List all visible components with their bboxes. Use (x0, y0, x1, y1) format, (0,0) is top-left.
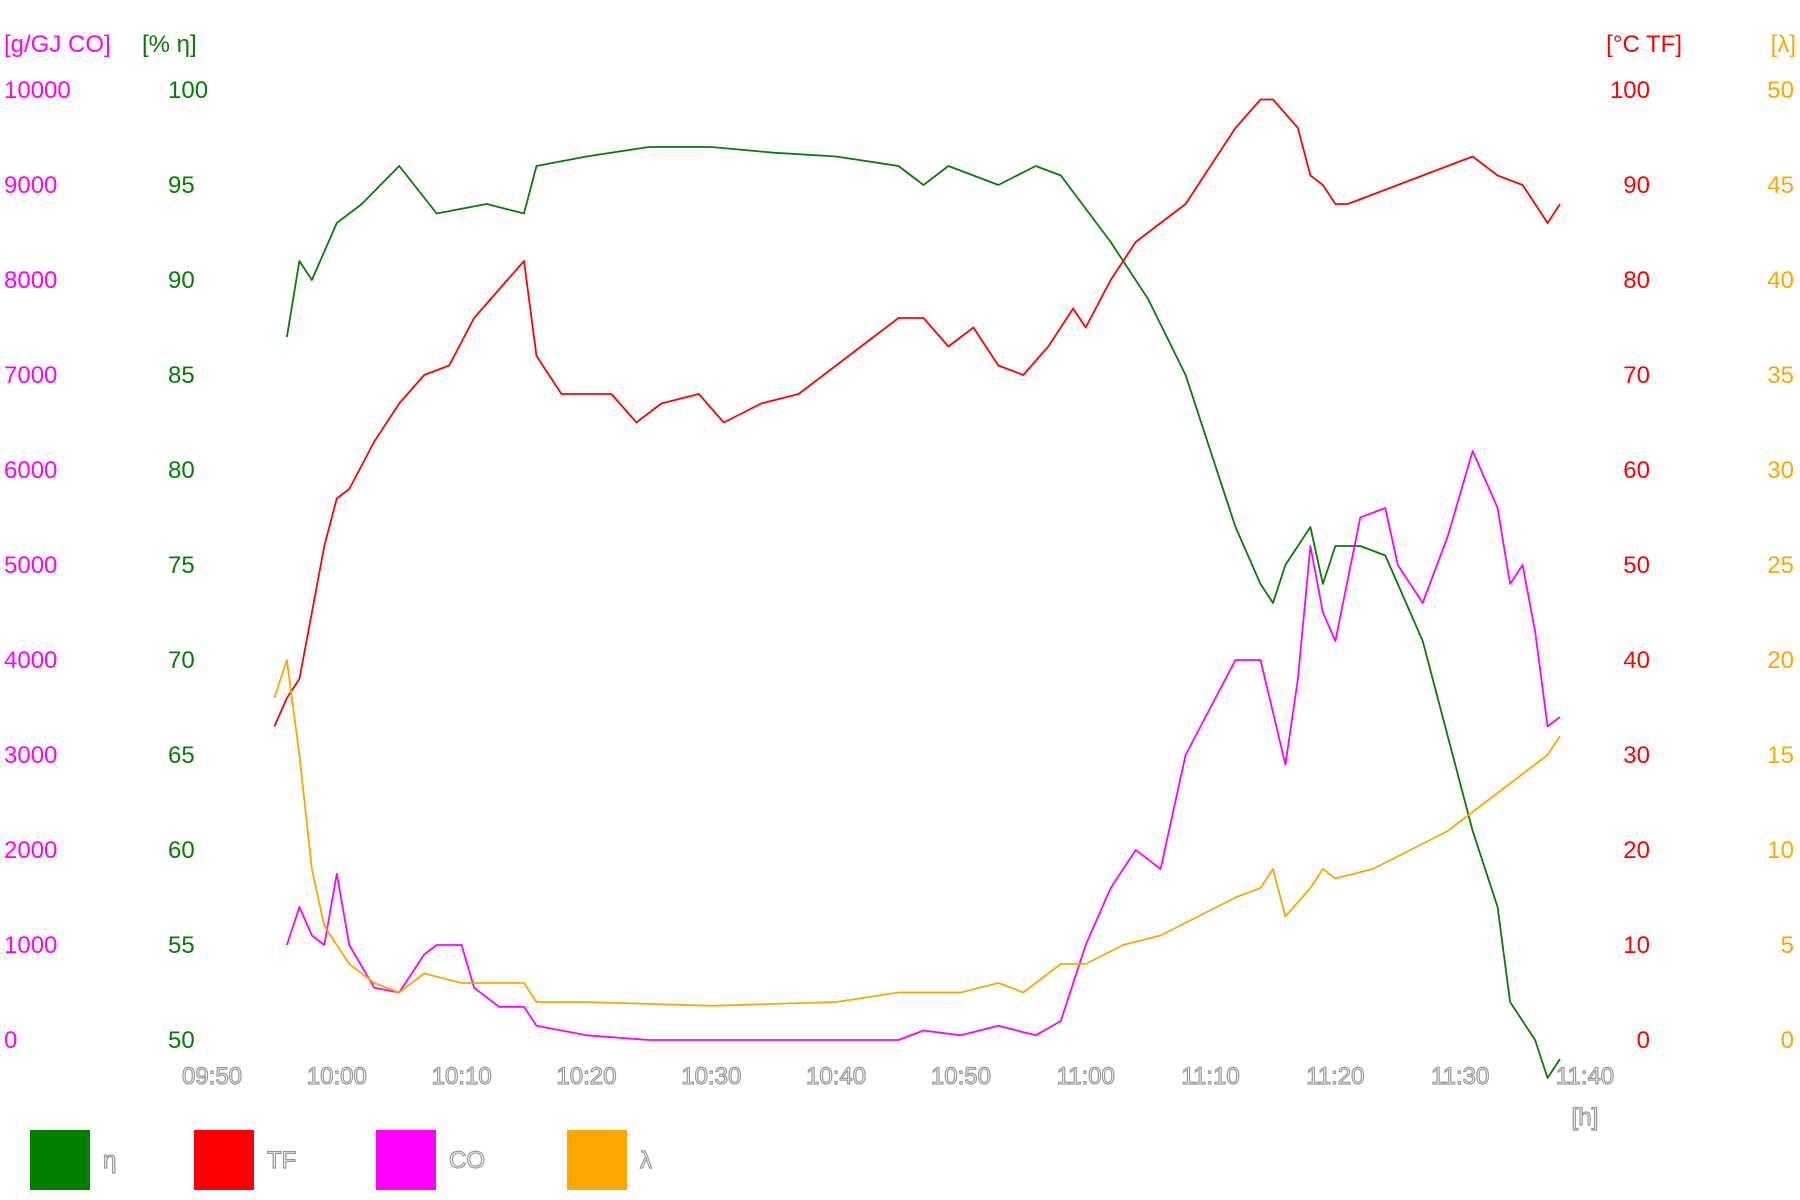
lambda-y-tick-label: 0 (1781, 1027, 1794, 1054)
tf-y-tick-label: 20 (1623, 837, 1650, 864)
co-y-tick-label: 9000 (4, 172, 57, 199)
legend-swatch-tf (194, 1130, 254, 1190)
tf-y-tick-label: 30 (1623, 742, 1650, 769)
x-tick-label: 11:00 (1057, 1063, 1115, 1090)
eta-y-tick-label: 55 (168, 932, 195, 959)
lambda-axis-unit: [λ] (1771, 31, 1796, 58)
tf-y-tick-label: 100 (1610, 77, 1650, 104)
x-axis-unit: [h] (1572, 1104, 1599, 1131)
series-line-lambda (273, 659, 1561, 1007)
tf-y-tick-label: 70 (1623, 362, 1650, 389)
eta-y-tick-label: 75 (168, 552, 195, 579)
legend-label-tf: TF (267, 1147, 296, 1174)
co-y-tick-label: 8000 (4, 267, 57, 294)
x-tick-label: 10:50 (931, 1063, 991, 1090)
lambda-y-tick-label: 50 (1767, 77, 1794, 104)
co-y-tick-label: 6000 (4, 457, 57, 484)
eta-y-tick-label: 100 (168, 77, 208, 104)
eta-y-tick-label: 70 (168, 647, 195, 674)
co-y-tick-label: 4000 (4, 647, 57, 674)
co-y-tick-label: 10000 (4, 77, 71, 104)
legend-swatch-co (376, 1130, 436, 1190)
x-tick-label: 11:30 (1431, 1063, 1489, 1090)
legend-swatch-lambda (567, 1130, 627, 1190)
series-line-co (286, 450, 1561, 1041)
series-lines (273, 98, 1561, 1079)
series-line-tf (273, 98, 1561, 727)
x-tick-label: 10:20 (556, 1063, 616, 1090)
eta-y-tick-label: 65 (168, 742, 195, 769)
co-y-tick-label: 0 (4, 1027, 17, 1054)
x-tick-label: 10:00 (307, 1063, 367, 1090)
lambda-y-tick-label: 25 (1767, 552, 1794, 579)
legend-label-lambda: λ (640, 1147, 652, 1174)
eta-y-tick-label: 50 (168, 1027, 195, 1054)
eta-y-tick-label: 90 (168, 267, 195, 294)
eta-y-tick-label: 60 (168, 837, 195, 864)
tf-axis-unit: [°C TF] (1606, 31, 1682, 58)
x-tick-label: 10:30 (681, 1063, 741, 1090)
x-tick-label: 11:40 (1556, 1063, 1614, 1090)
co-y-tick-label: 7000 (4, 362, 57, 389)
co-y-tick-label: 1000 (4, 932, 57, 959)
x-tick-label: 09:50 (182, 1063, 242, 1090)
lambda-y-tick-label: 40 (1767, 267, 1794, 294)
axis-unit-labels: [g/GJ CO] [% η] [°C TF] [λ] (4, 31, 1796, 58)
lambda-y-tick-label: 35 (1767, 362, 1794, 389)
co-axis-unit: [g/GJ CO] (4, 31, 111, 58)
y-axis-ticks: 0100020003000400050006000700080009000100… (4, 77, 1794, 1054)
x-tick-label: 11:10 (1181, 1063, 1239, 1090)
legend: η TF CO λ (30, 1130, 653, 1190)
co-y-tick-label: 5000 (4, 552, 57, 579)
eta-axis-unit: [% η] (142, 31, 197, 58)
x-tick-label: 11:20 (1306, 1063, 1364, 1090)
tf-y-tick-label: 90 (1623, 172, 1650, 199)
x-tick-label: 10:10 (432, 1063, 492, 1090)
series-line-eta (286, 146, 1561, 1079)
tf-y-tick-label: 60 (1623, 457, 1650, 484)
eta-y-tick-label: 80 (168, 457, 195, 484)
legend-swatch-eta (30, 1130, 90, 1190)
tf-y-tick-label: 10 (1623, 932, 1650, 959)
tf-y-tick-label: 80 (1623, 267, 1650, 294)
tf-y-tick-label: 40 (1623, 647, 1650, 674)
lambda-y-tick-label: 10 (1767, 837, 1794, 864)
eta-y-tick-label: 85 (168, 362, 195, 389)
lambda-y-tick-label: 5 (1781, 932, 1794, 959)
legend-label-eta: η (103, 1147, 116, 1174)
x-tick-label: 10:40 (806, 1063, 866, 1090)
eta-y-tick-label: 95 (168, 172, 195, 199)
tf-y-tick-label: 0 (1637, 1027, 1650, 1054)
tf-y-tick-label: 50 (1623, 552, 1650, 579)
lambda-y-tick-label: 30 (1767, 457, 1794, 484)
legend-label-co: CO (449, 1147, 485, 1174)
lambda-y-tick-label: 45 (1767, 172, 1794, 199)
co-y-tick-label: 2000 (4, 837, 57, 864)
co-y-tick-label: 3000 (4, 742, 57, 769)
lambda-y-tick-label: 20 (1767, 647, 1794, 674)
lambda-y-tick-label: 15 (1767, 742, 1794, 769)
x-axis-ticks: 09:50 10:00 10:10 10:20 10:30 10:40 10:50 11:00… (181, 1062, 1614, 1090)
